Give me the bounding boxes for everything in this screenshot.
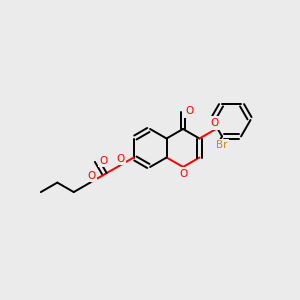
Text: O: O [116, 154, 124, 164]
Text: Br: Br [216, 140, 228, 151]
Text: O: O [210, 118, 218, 128]
Text: O: O [87, 171, 95, 181]
Text: O: O [186, 106, 194, 116]
Text: O: O [100, 156, 108, 166]
Text: O: O [180, 169, 188, 179]
